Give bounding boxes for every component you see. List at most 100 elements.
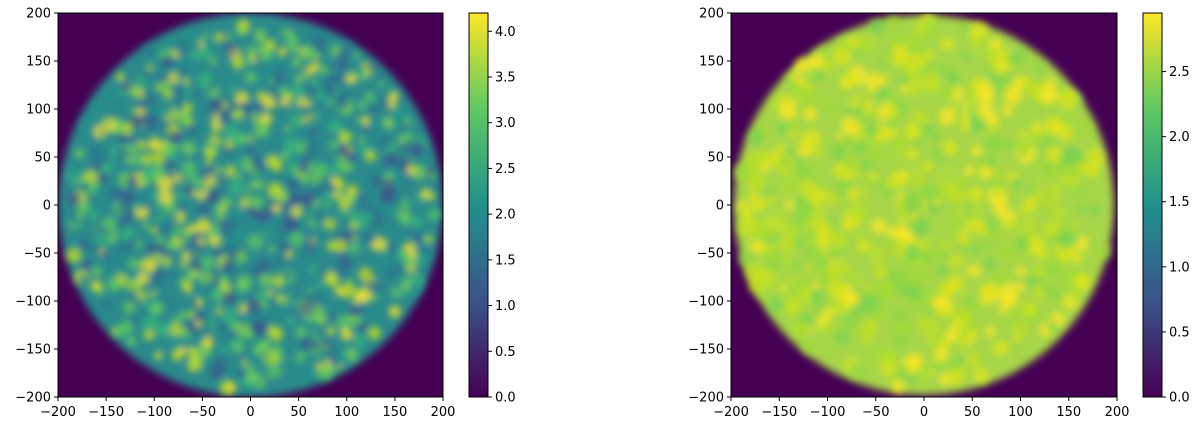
texture-blob [289,231,305,247]
x-tick-label: 100 [334,405,359,420]
x-tick-label: −150 [761,405,797,420]
texture-blob [920,286,937,303]
texture-blob [873,264,888,279]
texture-blob [860,185,869,195]
colorbar-left-gradient [468,12,489,398]
texture-blob [386,151,398,163]
texture-blob [345,73,357,85]
texture-blob [324,72,337,86]
colorbar-tick-label: 2.5 [1169,65,1190,80]
texture-blob [269,246,276,253]
texture-blob [224,165,237,178]
texture-blob [1015,265,1026,277]
texture-blob [907,352,924,368]
texture-blob [900,84,909,94]
texture-blob [373,294,380,301]
texture-blob [245,45,258,57]
texture-blob [904,194,924,214]
texture-blob [143,44,156,58]
texture-blob [231,73,242,84]
texture-blob [965,301,976,312]
texture-blob [977,36,989,49]
texture-blob [916,20,928,32]
texture-blob [188,154,196,162]
texture-blob [954,207,967,220]
texture-blob [884,187,893,196]
texture-blob [855,232,866,243]
texture-blob [827,215,836,224]
texture-blob [1040,282,1056,298]
texture-blob [420,217,429,225]
texture-blob [335,60,349,74]
texture-blob [814,301,827,313]
texture-blob [221,259,237,275]
texture-blob [1038,159,1048,170]
texture-blob [834,330,851,346]
texture-blob [999,242,1019,262]
texture-blob [245,298,262,314]
texture-blob [263,68,275,80]
y-tick-label: 150 [26,55,51,70]
texture-blob [968,21,989,42]
texture-blob [842,264,852,274]
y-tick-label: 0 [716,199,724,214]
texture-blob [829,232,847,250]
texture-blob [180,261,187,268]
texture-blob [959,236,971,248]
texture-blob [384,187,397,200]
texture-blob [129,107,137,114]
texture-blob [236,19,251,33]
texture-blob [419,245,432,258]
texture-blob [429,209,440,219]
texture-blob [899,64,908,73]
texture-blob [279,86,291,98]
texture-blob [219,281,229,291]
texture-blob [914,162,927,175]
texture-blob [201,35,216,51]
x-tick-label: 100 [1008,405,1033,420]
texture-blob [181,160,197,175]
texture-blob [954,338,968,352]
texture-blob [146,64,154,71]
texture-blob [69,215,80,226]
texture-blob [406,165,416,176]
texture-blob [800,289,812,301]
texture-blob [802,262,815,274]
texture-blob [388,91,399,102]
texture-blob [158,102,173,117]
texture-blob [261,49,274,61]
texture-blob [844,106,854,116]
texture-blob [1031,263,1046,279]
texture-blob [236,250,248,262]
texture-blob [942,283,956,296]
texture-blob [407,281,423,297]
heatmap-right-axes: −200 −150 −100 −50 0 50 100 150 200 −200 −150 −100 −… [688,7,1129,421]
texture-blob [261,339,271,349]
texture-blob [328,140,339,151]
texture-blob [815,180,825,189]
texture-blob [894,363,909,378]
texture-blob [292,57,302,67]
texture-blob [415,193,425,203]
colorbar-tick-label: 0.5 [495,345,516,360]
texture-blob [226,383,237,393]
texture-blob [335,315,352,331]
texture-blob [208,317,216,326]
heatmap-left: −200 −150 −100 −50 0 50 100 150 200 −200 −150 −100 −… [15,7,455,421]
texture-blob [389,168,406,185]
texture-blob [300,364,317,380]
texture-blob [177,174,184,181]
texture-blob [140,153,153,166]
texture-blob [934,62,950,78]
texture-blob [92,162,102,172]
colorbar-left-ticks: 0.0 0.5 1.0 1.5 2.0 2.5 3.0 3.5 4.0 [488,25,516,406]
texture-blob [968,187,984,202]
texture-blob [209,57,217,66]
texture-blob [1054,167,1065,177]
texture-blob [281,33,290,41]
texture-blob [780,158,789,167]
texture-blob [886,227,896,237]
texture-blob [934,173,944,183]
texture-blob [282,271,292,280]
texture-blob [109,187,123,201]
